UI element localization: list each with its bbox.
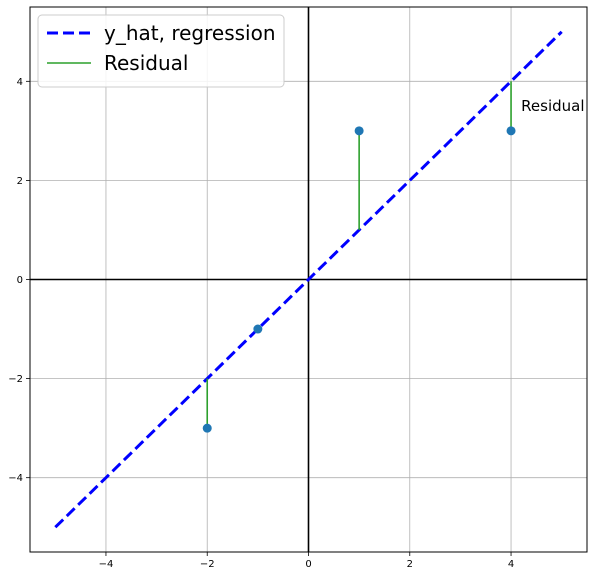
x-tick-label: 2	[407, 559, 413, 570]
y-tick-label: −4	[8, 473, 23, 484]
y-tick-label: 2	[17, 176, 23, 187]
data-point	[354, 126, 364, 136]
data-point	[506, 126, 516, 136]
x-tick-label: 0	[305, 559, 311, 570]
plot-series	[54, 30, 563, 529]
y-tick-label: 4	[17, 77, 23, 88]
y-tick-label: 0	[17, 275, 23, 286]
data-point	[202, 423, 212, 433]
legend-box	[37, 14, 285, 88]
legend-label: y_hat, regression	[104, 21, 276, 45]
axis-ticks: −4 −2 0 2 4 −4 −2 0 2 4	[8, 77, 514, 570]
legend: y_hat, regression Residual	[37, 14, 285, 88]
y-tick-label: −2	[8, 374, 23, 385]
annotations: Residual	[521, 97, 584, 115]
data-point	[253, 324, 263, 334]
x-tick-label: −4	[99, 559, 114, 570]
regression-line	[54, 30, 563, 529]
residual-annotation: Residual	[521, 97, 584, 115]
x-tick-label: −2	[200, 559, 215, 570]
x-tick-label: 4	[508, 559, 514, 570]
legend-label: Residual	[104, 51, 188, 75]
